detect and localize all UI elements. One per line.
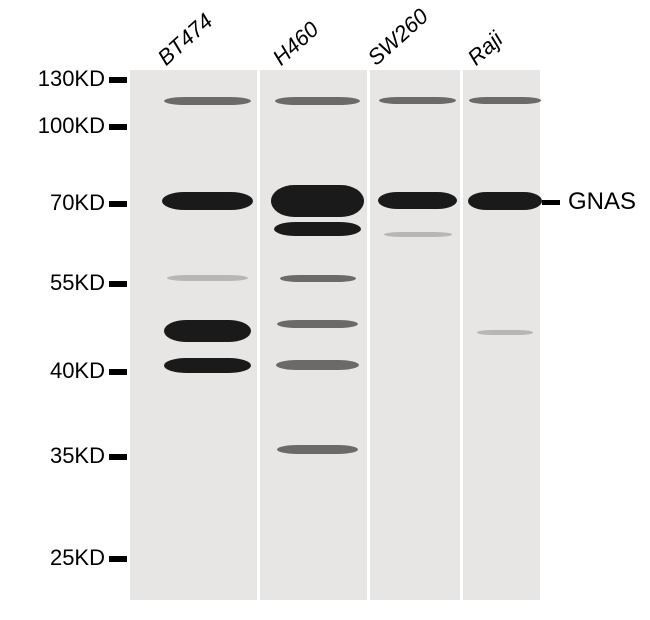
band <box>277 445 358 454</box>
band <box>468 192 542 210</box>
band <box>164 97 251 105</box>
band <box>167 275 248 281</box>
band <box>274 222 361 236</box>
mw-tick <box>109 124 127 130</box>
band <box>164 320 251 342</box>
band <box>384 232 452 237</box>
band <box>276 360 360 370</box>
mw-label: 40KD <box>23 358 105 384</box>
mw-label: 35KD <box>23 443 105 469</box>
target-label-gnas: GNAS <box>568 188 636 216</box>
band <box>378 192 456 209</box>
band <box>164 358 251 373</box>
lane-label-bt474: BT474 <box>153 8 219 71</box>
western-blot-figure: 130KD 100KD 70KD 55KD 40KD 35KD 25KD BT4… <box>0 0 650 620</box>
band <box>271 185 364 217</box>
lane-label-raji: Raji <box>463 26 509 71</box>
mw-label: 25KD <box>23 545 105 571</box>
mw-label: 100KD <box>23 113 105 139</box>
lane-divider <box>367 70 370 600</box>
lane-divider <box>460 70 463 600</box>
mw-label: 55KD <box>23 270 105 296</box>
target-tick <box>542 200 560 205</box>
lane-label-h460: H460 <box>268 16 324 71</box>
lane-label-sw260: SW260 <box>363 3 434 71</box>
band <box>477 330 533 335</box>
mw-tick <box>109 369 127 375</box>
band <box>162 192 252 210</box>
mw-tick <box>109 281 127 287</box>
band <box>275 97 361 105</box>
mw-label: 70KD <box>23 190 105 216</box>
band <box>379 97 456 104</box>
band <box>280 275 356 282</box>
mw-label: 130KD <box>23 66 105 92</box>
mw-tick <box>109 556 127 562</box>
lane-divider <box>257 70 260 600</box>
mw-tick <box>109 201 127 207</box>
band <box>469 97 541 104</box>
band <box>277 320 358 328</box>
mw-tick <box>109 77 127 83</box>
mw-tick <box>109 454 127 460</box>
